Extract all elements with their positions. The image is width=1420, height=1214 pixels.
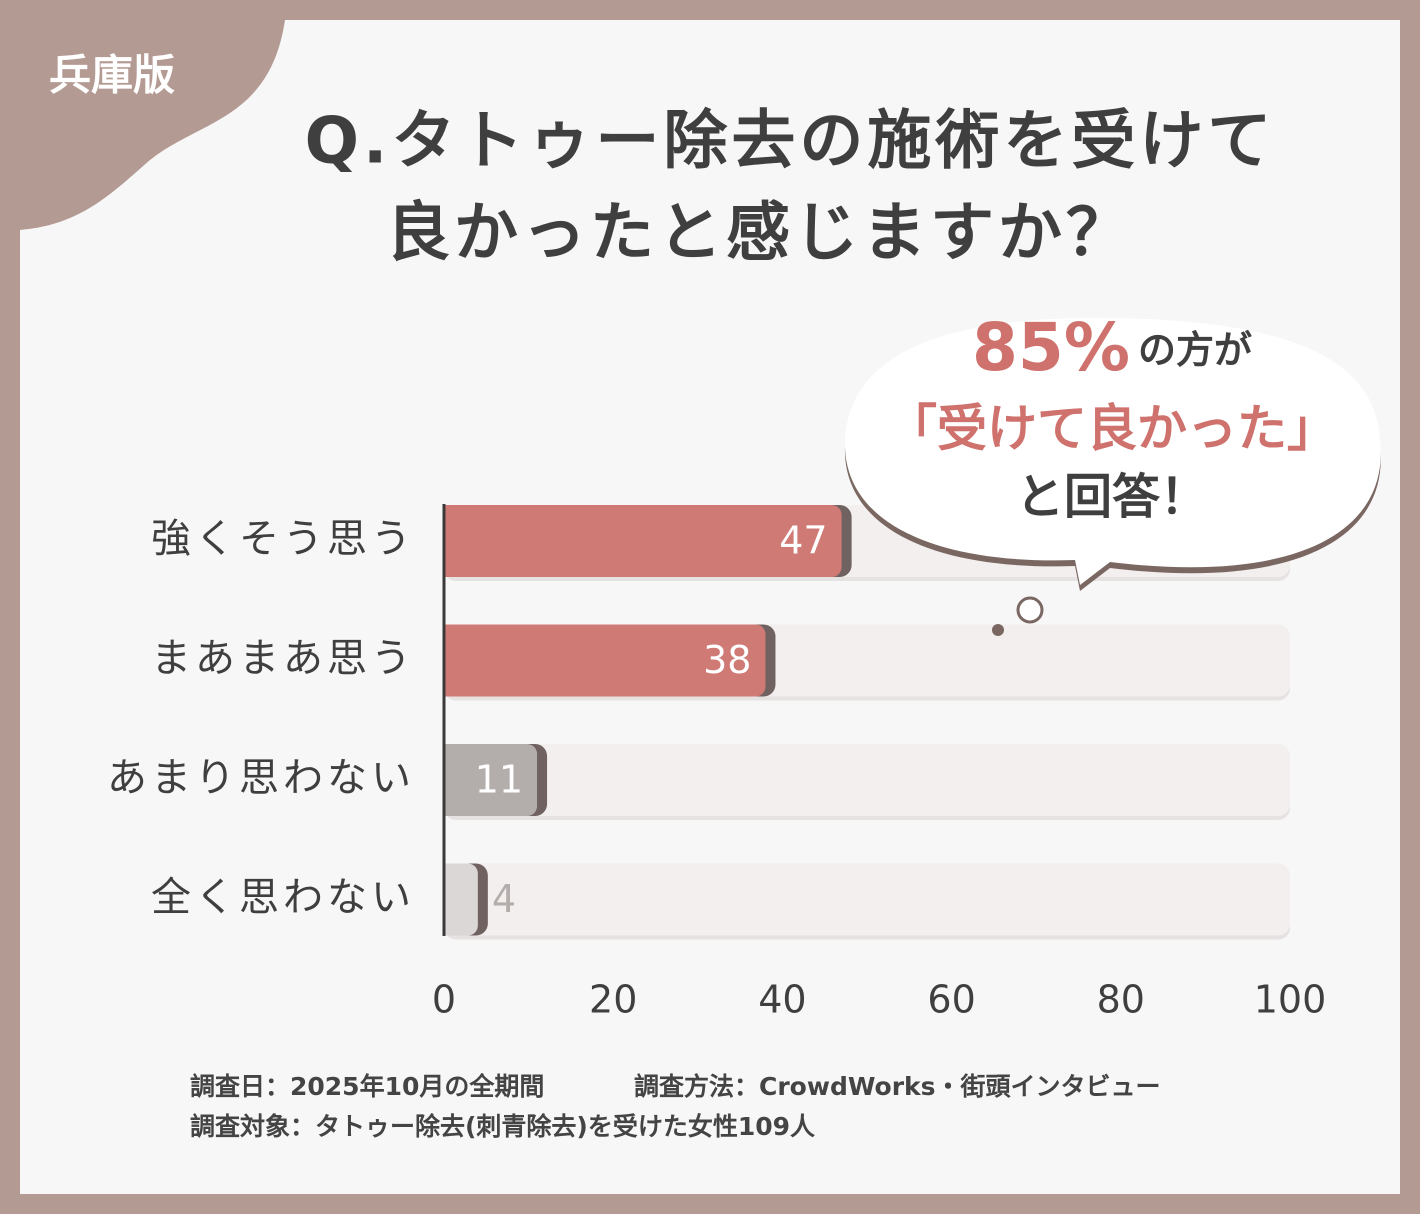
bar-track (444, 863, 1290, 936)
bar (444, 505, 842, 577)
footer-text: 調査対象：タトゥー除去(刺青除去)を受けた女性109人 (190, 1112, 815, 1141)
x-tick-label: 100 (1254, 978, 1327, 1022)
callout-text: と回答！ (1016, 469, 1208, 525)
callout-text: の方が (1138, 328, 1252, 372)
y-tick-label: 全く思わない (151, 875, 415, 921)
chart-title: 良かったと感じますか？ (386, 197, 1134, 271)
value-label: 4 (492, 877, 516, 921)
bar (444, 744, 458, 816)
bar-track (444, 744, 1290, 816)
callout-dot (1016, 596, 1044, 624)
edition-label: 兵庫版 (49, 51, 175, 100)
x-tick-label: 40 (758, 978, 806, 1022)
panel (20, 20, 1400, 1194)
callout-bubble (844, 317, 1381, 585)
footer-text: 調査方法：CrowdWorks・街頭インタビュー (634, 1072, 1161, 1101)
x-tick-label: 80 (1097, 978, 1145, 1022)
bar (444, 505, 458, 577)
bar (444, 744, 538, 816)
bar (444, 863, 458, 936)
x-tick-label: 0 (432, 978, 456, 1022)
callout-text: 「受けて良かった」 (887, 400, 1337, 458)
bar (444, 624, 458, 697)
footer-text: 調査日：2025年10月の全期間 (190, 1072, 544, 1101)
value-label: 11 (475, 758, 523, 802)
y-tick-label: 強くそう思う (151, 516, 415, 562)
callout-dot (992, 624, 1004, 636)
x-tick-label: 20 (589, 978, 637, 1022)
bar (444, 624, 766, 697)
corner-tag (20, 20, 285, 230)
callout-line: 85% の方が (972, 309, 1252, 386)
value-label: 38 (703, 638, 751, 682)
y-tick-label: まあまあ思う (151, 636, 415, 682)
y-tick-label: あまり思わない (107, 755, 415, 801)
chart-title: Q.タトゥー除去の施術を受けて (305, 105, 1276, 179)
value-label: 47 (779, 519, 827, 563)
callout-highlight: 85% (972, 309, 1130, 386)
x-tick-label: 60 (927, 978, 975, 1022)
callout: 85% の方が 「受けて良かった」 と回答！ (844, 309, 1381, 636)
